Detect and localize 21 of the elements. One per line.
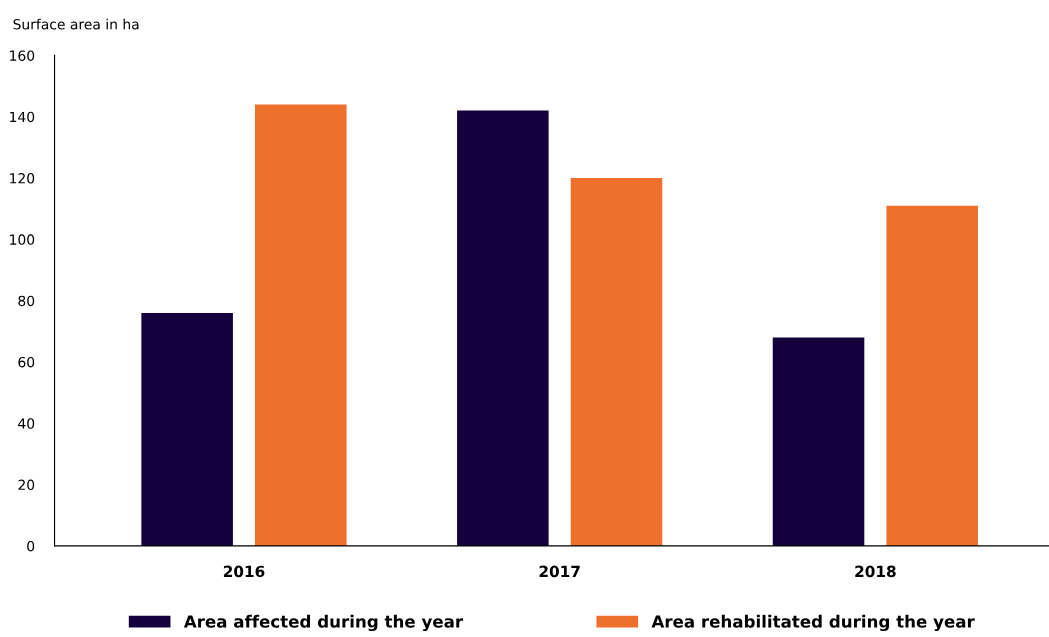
bar bbox=[772, 337, 865, 546]
bar bbox=[457, 110, 549, 546]
bar bbox=[255, 104, 347, 546]
y-tick-label: 60 bbox=[18, 356, 35, 368]
legend-label: Area rehabilitated during the year bbox=[651, 614, 975, 632]
legend-label: Area affected during the year bbox=[183, 614, 464, 632]
x-tick-label: 2018 bbox=[855, 565, 896, 578]
y-tick-label: 80 bbox=[18, 295, 35, 307]
y-tick-label: 40 bbox=[18, 418, 35, 429]
y-tick-label: 140 bbox=[10, 111, 35, 123]
y-tick-label: 160 bbox=[10, 50, 35, 61]
x-tick-label: 2016 bbox=[223, 565, 265, 578]
x-tick-label: 2017 bbox=[539, 565, 580, 578]
y-tick-label: 100 bbox=[10, 234, 35, 245]
y-tick-label: 20 bbox=[18, 479, 35, 491]
bar bbox=[141, 312, 233, 546]
bar bbox=[570, 178, 663, 546]
bar bbox=[886, 205, 978, 546]
y-axis-title: Surface area in ha bbox=[13, 18, 139, 30]
y-tick-label: 0 bbox=[27, 540, 35, 552]
y-tick-label: 120 bbox=[10, 173, 35, 184]
